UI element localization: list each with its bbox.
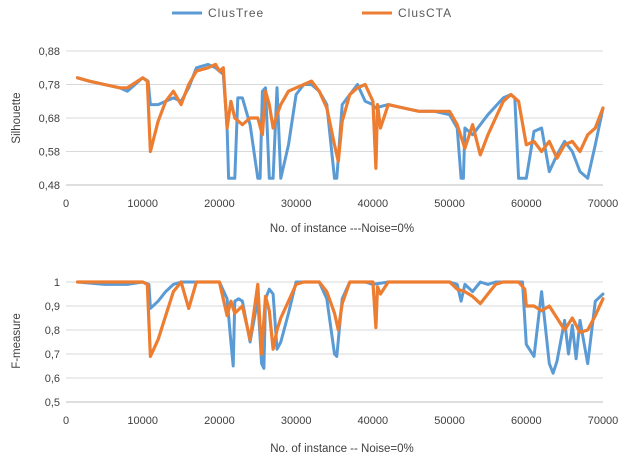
f-measure-y-tick-label: 0,5 (45, 397, 60, 409)
silhouette-x-tick-label: 60000 (511, 198, 542, 210)
f-measure-x-tick-label: 10000 (127, 415, 158, 427)
f-measure-x-tick-label: 70000 (588, 415, 619, 427)
f-measure-chart: F-measure No. of instance -- Noise=0% 10… (11, 277, 618, 455)
silhouette-x-tick-label: 30000 (281, 198, 312, 210)
f-measure-xlabel: No. of instance -- Noise=0% (270, 443, 414, 455)
f-measure-y-tick-label: 0,6 (45, 373, 60, 385)
f-measure-series-clustca-line (75, 280, 605, 358)
legend-label-clustca: ClusCTA (398, 6, 452, 20)
silhouette-y-tick-label: 0,48 (39, 180, 60, 192)
f-measure-ylabel: F-measure (11, 313, 23, 369)
f-measure-y-tick-label: 0,8 (45, 325, 60, 337)
silhouette-y-tick-label: 0,58 (39, 147, 60, 159)
legend-label-clustree: ClusTree (208, 6, 264, 20)
f-measure-x-tick-label: 20000 (204, 415, 235, 427)
silhouette-ylabel: Silhouette (11, 92, 23, 143)
silhouette-y-tick-label: 0,78 (39, 80, 60, 92)
f-measure-x-tick-label: 0 (63, 415, 69, 427)
legend: ClusTree ClusCTA (172, 6, 452, 20)
silhouette-x-tick-label: 50000 (434, 198, 465, 210)
silhouette-xlabel: No. of instance ---Noise=0% (270, 223, 414, 235)
f-measure-y-tick-label: 0,7 (45, 349, 60, 361)
silhouette-x-tick-label: 40000 (358, 198, 389, 210)
f-measure-y-tick-label: 1 (54, 277, 60, 289)
f-measure-x-tick-label: 50000 (434, 415, 465, 427)
silhouette-chart: Silhouette No. of instance ---Noise=0% 0… (11, 46, 618, 235)
silhouette-series-clustca-line (75, 62, 605, 170)
silhouette-y-tick-label: 0,88 (39, 46, 60, 58)
silhouette-series-clustree-line (76, 62, 605, 180)
silhouette-x-tick-label: 10000 (127, 198, 158, 210)
silhouette-y-tick-label: 0,68 (39, 113, 60, 125)
f-measure-y-tick-label: 0,9 (45, 301, 60, 313)
f-measure-x-tick-label: 60000 (511, 415, 542, 427)
silhouette-x-tick-label: 0 (63, 198, 69, 210)
silhouette-x-tick-label: 70000 (588, 198, 619, 210)
silhouette-x-tick-label: 20000 (204, 198, 235, 210)
f-measure-x-tick-label: 40000 (358, 415, 389, 427)
f-measure-x-tick-label: 30000 (281, 415, 312, 427)
